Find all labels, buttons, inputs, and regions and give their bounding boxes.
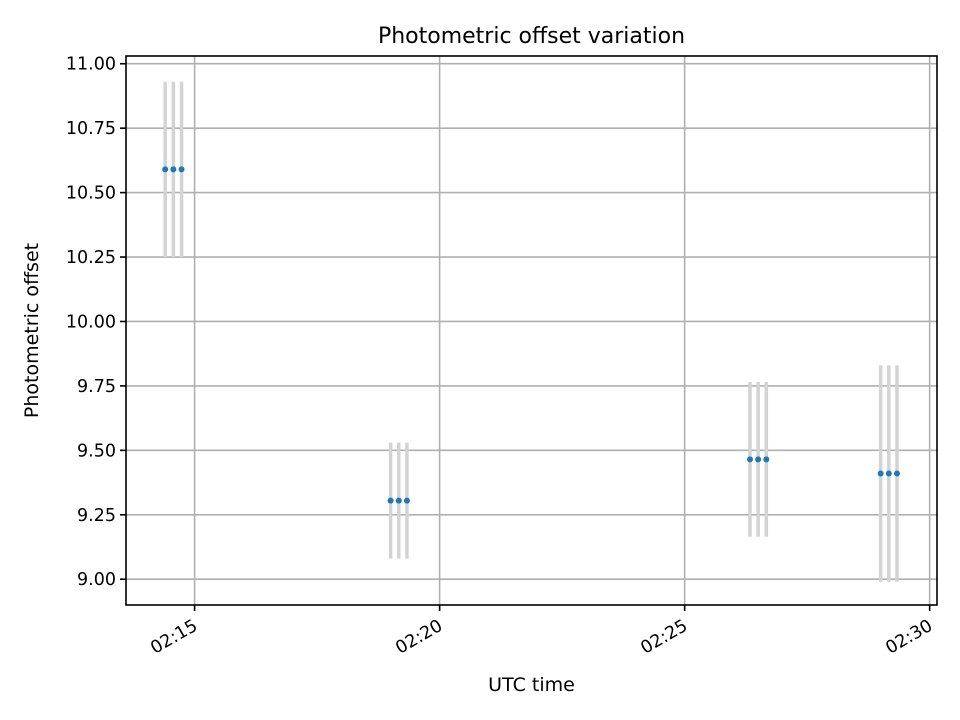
data-point	[162, 166, 169, 173]
error-bars	[163, 81, 899, 582]
x-axis-label: UTC time	[488, 674, 575, 696]
data-points	[162, 166, 900, 504]
grid	[126, 56, 937, 605]
data-point	[746, 456, 753, 463]
x-tick-label: 02:30	[882, 616, 936, 659]
data-point	[893, 470, 900, 477]
data-point	[178, 166, 185, 173]
y-tick-label: 9.50	[77, 441, 116, 461]
data-point	[387, 497, 394, 504]
data-point	[763, 456, 770, 463]
y-tick-label: 9.00	[77, 570, 116, 590]
data-point	[755, 456, 762, 463]
y-tick-label: 10.50	[66, 184, 116, 204]
y-tick-label: 10.75	[66, 119, 116, 139]
y-tick-label: 11.00	[66, 55, 116, 75]
y-tick-label: 10.00	[66, 312, 116, 332]
data-point	[395, 497, 402, 504]
y-axis-label: Photometric offset	[21, 243, 43, 418]
y-tick-label: 10.25	[66, 248, 116, 268]
x-tick-label: 02:25	[637, 616, 691, 659]
x-tick-label: 02:20	[392, 616, 446, 659]
data-point	[170, 166, 177, 173]
data-point	[877, 470, 884, 477]
data-point	[885, 470, 892, 477]
chart-title: Photometric offset variation	[378, 24, 685, 49]
axis-ticks: 9.00 9.25 9.50 9.75 10.00 10.25 10.50 10.75 11.0…	[66, 55, 936, 659]
x-tick-label: 02:15	[147, 616, 201, 659]
y-tick-label: 9.25	[77, 506, 116, 526]
plot-frame	[125, 55, 938, 606]
data-point	[403, 497, 410, 504]
y-tick-label: 9.75	[77, 377, 116, 397]
